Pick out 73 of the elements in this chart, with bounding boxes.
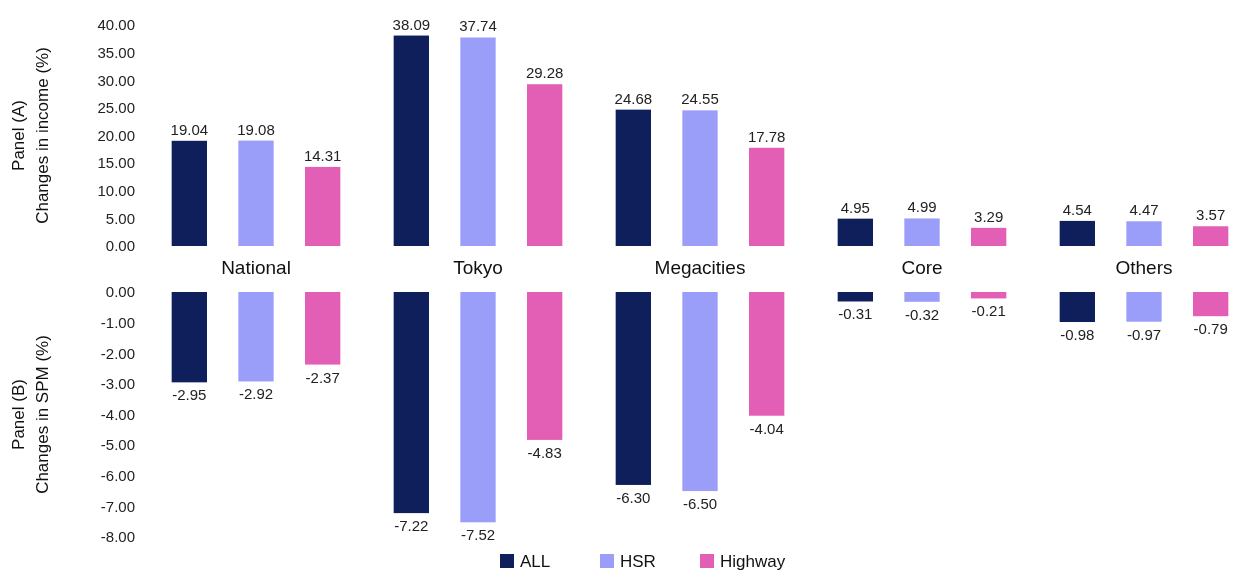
data-label: 19.04 xyxy=(170,120,209,138)
bar xyxy=(749,147,785,246)
x-tick-label: Tokyo xyxy=(453,257,503,278)
bar xyxy=(904,218,940,246)
data-label: -4.04 xyxy=(749,419,784,437)
x-tick-label: Others xyxy=(1115,257,1173,278)
y-tick-label: 10.00 xyxy=(97,182,135,199)
bar xyxy=(971,227,1007,246)
y-tick-label: -6.00 xyxy=(100,467,135,484)
data-label: 29.28 xyxy=(525,64,564,82)
y-tick-label: 15.00 xyxy=(97,154,135,172)
bar xyxy=(171,140,207,246)
data-label: 24.55 xyxy=(681,90,719,108)
y-tick-label: 35.00 xyxy=(97,43,135,61)
data-label: 17.78 xyxy=(747,127,786,145)
data-label: -0.97 xyxy=(1126,325,1162,343)
y-axis-title: Panel (B) Changes in SPM (%) xyxy=(9,335,52,494)
data-label: -0.21 xyxy=(971,302,1006,320)
data-label: 38.09 xyxy=(392,15,431,33)
bar xyxy=(682,110,718,246)
data-label: -6.30 xyxy=(616,488,651,506)
data-label: -7.22 xyxy=(394,517,429,535)
data-label: 19.08 xyxy=(237,120,275,138)
data-label: -2.95 xyxy=(172,386,207,404)
x-tick-label: Megacities xyxy=(654,257,746,278)
x-tick-label: Core xyxy=(901,257,943,278)
data-label: -0.98 xyxy=(1060,326,1095,344)
data-label: -6.50 xyxy=(682,495,718,513)
bar xyxy=(305,166,341,246)
bar xyxy=(393,35,429,246)
y-tick-label: 25.00 xyxy=(97,99,135,117)
y-tick-label: -1.00 xyxy=(100,313,135,331)
data-label: 4.99 xyxy=(907,198,937,216)
bar xyxy=(238,140,274,246)
y-tick-label: -7.00 xyxy=(100,497,135,515)
data-label: -2.37 xyxy=(305,368,340,386)
data-label: 24.68 xyxy=(614,89,653,107)
data-label: 4.95 xyxy=(840,198,870,216)
data-label: 4.54 xyxy=(1062,200,1092,218)
y-tick-label: 0.00 xyxy=(105,283,135,301)
y-tick-label: 0.00 xyxy=(105,237,135,255)
data-label: -0.79 xyxy=(1193,320,1228,338)
data-label: -4.83 xyxy=(527,443,562,461)
y-tick-label: -2.00 xyxy=(100,344,135,362)
bar xyxy=(837,218,873,246)
data-label: 3.57 xyxy=(1196,206,1226,224)
data-label: -0.31 xyxy=(838,305,873,323)
y-axis-title: Panel (A) Changes in income (%) xyxy=(9,47,52,224)
y-tick-label: -8.00 xyxy=(100,528,135,546)
bar xyxy=(460,37,496,246)
y-tick-label: 40.00 xyxy=(97,16,135,34)
data-label: -7.52 xyxy=(460,526,496,544)
bar xyxy=(1059,220,1095,246)
x-tick-label: National xyxy=(221,257,291,278)
bar xyxy=(1126,221,1162,246)
bar xyxy=(615,109,651,246)
y-tick-label: 30.00 xyxy=(97,71,135,89)
bar xyxy=(1193,226,1229,246)
data-label: 4.47 xyxy=(1129,201,1159,219)
legend-label: ALL xyxy=(520,552,551,571)
y-tick-label: -5.00 xyxy=(100,436,135,454)
data-label: 14.31 xyxy=(303,146,342,164)
y-tick-label: 20.00 xyxy=(97,126,135,144)
y-tick-label: 5.00 xyxy=(105,209,135,227)
data-label: -2.92 xyxy=(238,385,274,403)
legend-label: Highway xyxy=(720,552,786,571)
data-label: 37.74 xyxy=(459,17,497,35)
data-label: -0.32 xyxy=(904,305,940,323)
legend-label: HSR xyxy=(620,552,656,571)
y-tick-label: -3.00 xyxy=(100,375,135,393)
y-tick-label: -4.00 xyxy=(100,405,135,423)
bar xyxy=(527,84,563,246)
data-label: 3.29 xyxy=(974,207,1004,225)
